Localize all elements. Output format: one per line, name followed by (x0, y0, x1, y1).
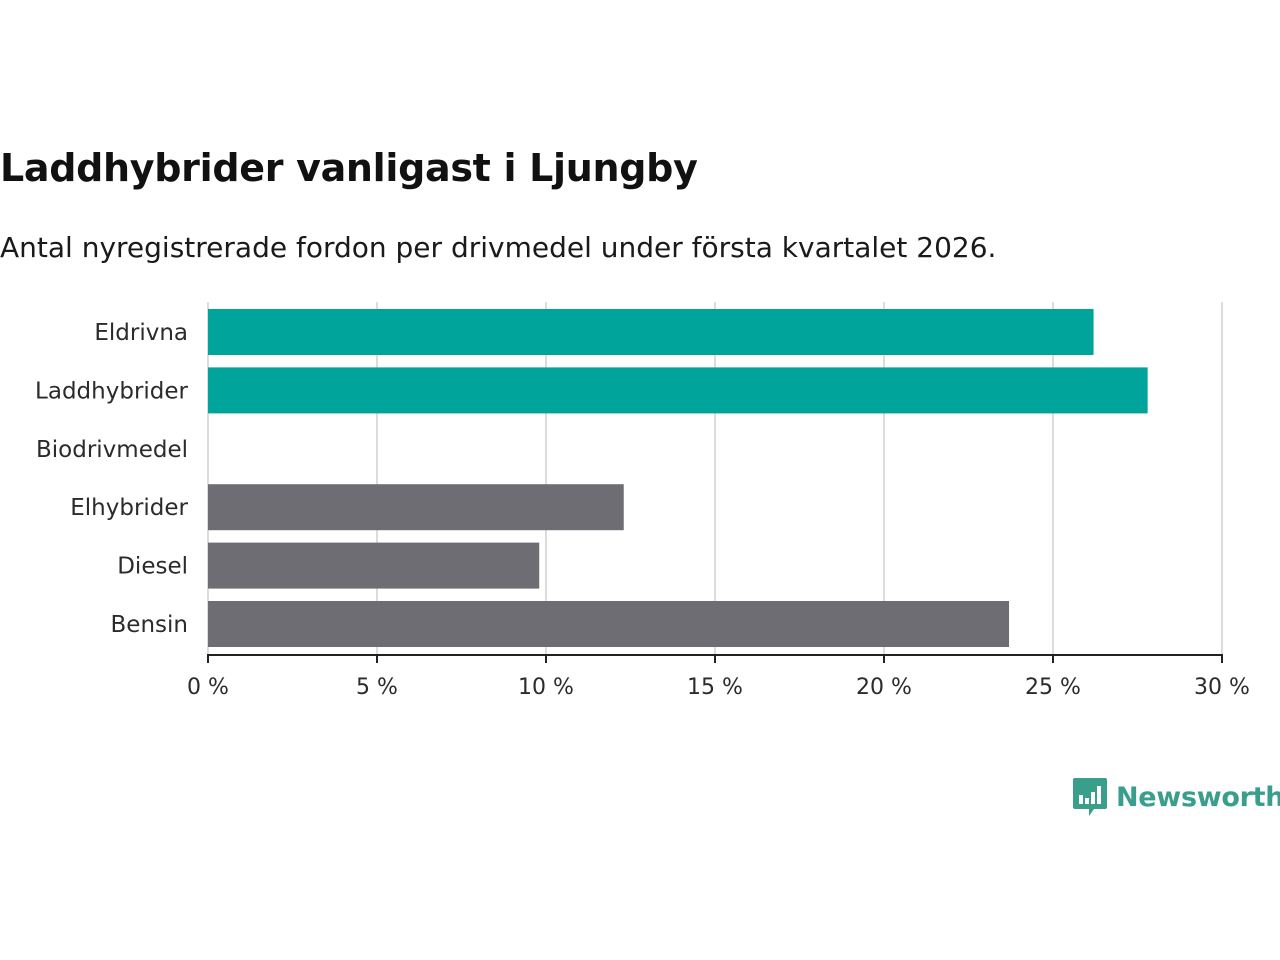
bar-diesel[interactable] (208, 542, 540, 589)
bar-laddhybrider[interactable] (208, 367, 1148, 414)
bar-elhybrider[interactable] (208, 484, 624, 531)
x-tick-label: 30 % (1194, 675, 1250, 700)
chart-title: Laddhybrider vanligast i Ljungby (0, 146, 698, 190)
category-label: Diesel (117, 554, 188, 580)
newsworthy-logo[interactable]: Newsworthy (1072, 776, 1280, 818)
category-label: Elhybrider (70, 495, 188, 521)
category-label: Biodrivmedel (36, 437, 188, 463)
x-tick-label: 25 % (1025, 675, 1081, 700)
x-tick-label: 5 % (356, 675, 398, 700)
x-tick-label: 15 % (687, 675, 743, 700)
x-tick-label: 10 % (518, 675, 574, 700)
chart-subtitle: Antal nyregistrerade fordon per drivmede… (0, 231, 997, 264)
category-label: Laddhybrider (35, 378, 188, 404)
newsworthy-logo-icon (1073, 778, 1107, 816)
x-tick-label: 20 % (856, 675, 912, 700)
x-tick-label: 0 % (187, 675, 229, 700)
category-label: Bensin (111, 612, 188, 638)
brand-name: Newsworthy (1116, 781, 1280, 813)
bar-eldrivna[interactable] (208, 309, 1094, 355)
bar-bensin[interactable] (208, 601, 1010, 647)
category-label: Eldrivna (94, 320, 188, 346)
